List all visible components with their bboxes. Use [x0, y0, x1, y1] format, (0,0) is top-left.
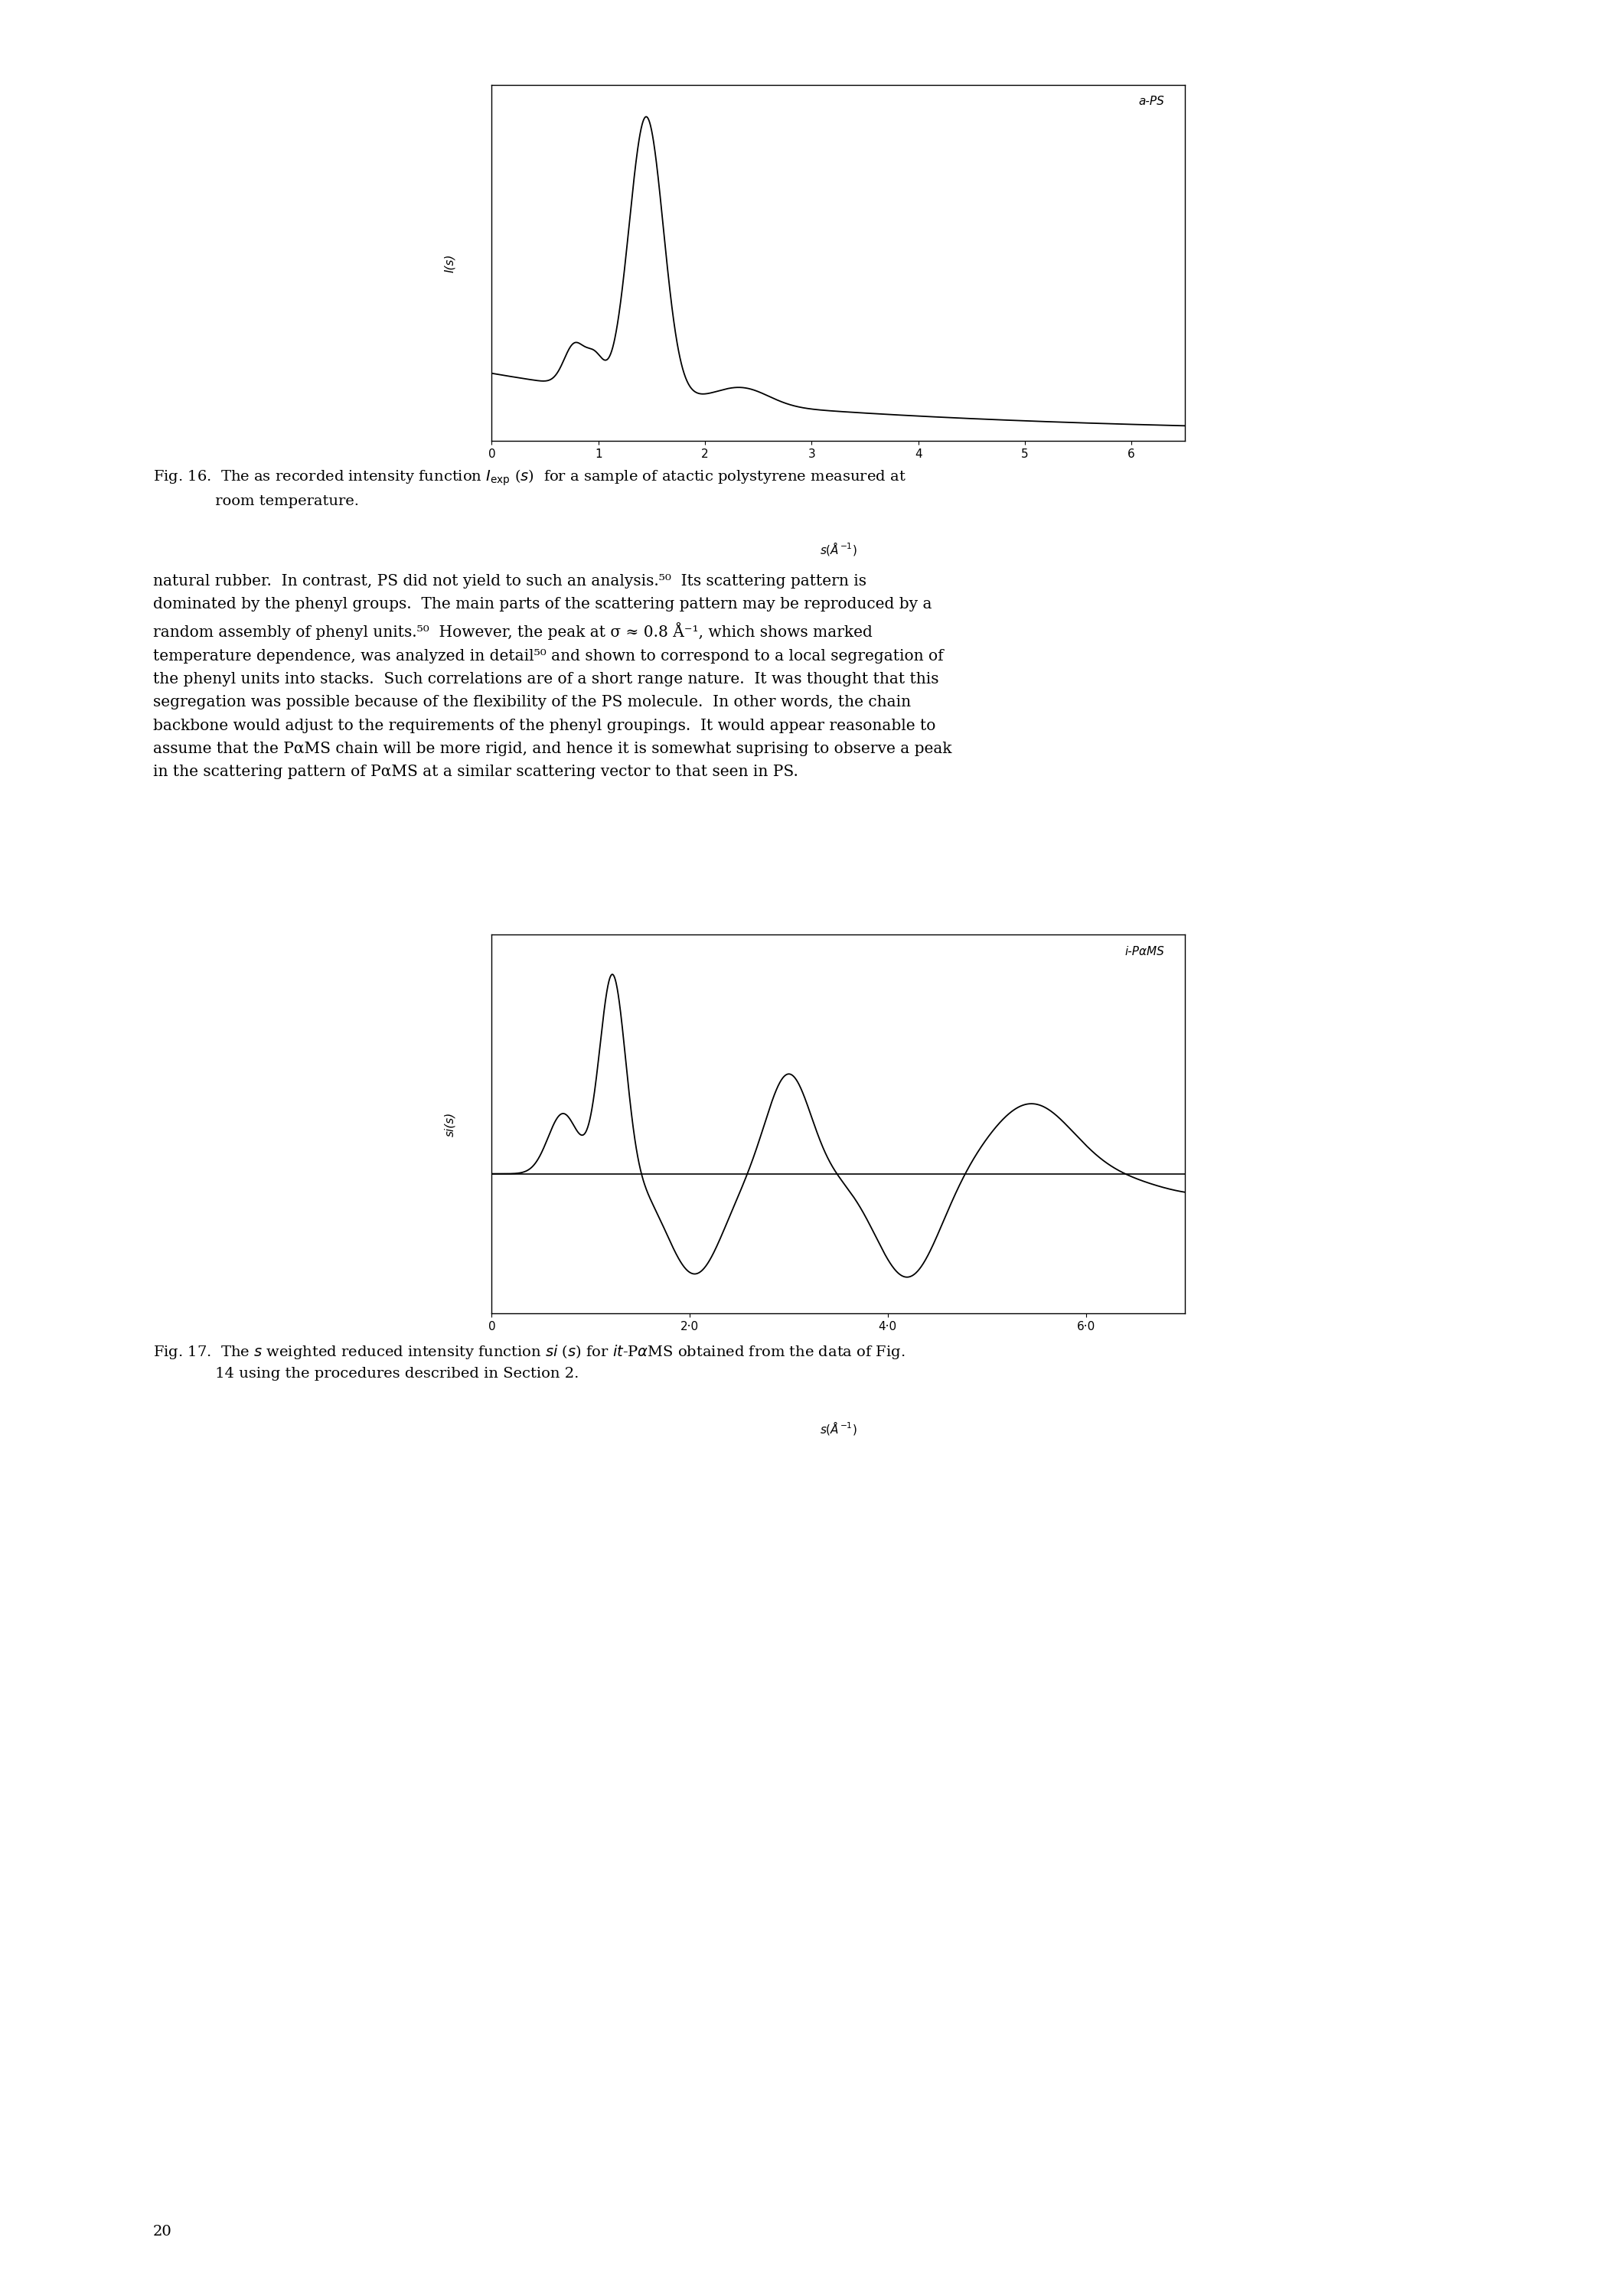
Text: Fig. 16.  The as recorded intensity function $\mathit{I}_\mathrm{exp}$ ($\mathit: Fig. 16. The as recorded intensity funct… — [153, 468, 906, 507]
Text: Fig. 17.  The $\mathit{s}$ weighted reduced intensity function $\mathit{si}$ ($\: Fig. 17. The $\mathit{s}$ weighted reduc… — [153, 1343, 906, 1380]
Text: $s(\AA^{-1})$: $s(\AA^{-1})$ — [819, 1419, 858, 1437]
Text: i-PαMS: i-PαMS — [1125, 946, 1164, 957]
Text: a-PS: a-PS — [1138, 96, 1164, 108]
Text: 20: 20 — [153, 2225, 172, 2239]
Text: si(s): si(s) — [445, 1111, 456, 1137]
Text: natural rubber.  In contrast, PS did not yield to such an analysis.⁵⁰  Its scatt: natural rubber. In contrast, PS did not … — [153, 574, 951, 778]
Text: I(s): I(s) — [445, 253, 456, 273]
Text: $s(\AA^{-1})$: $s(\AA^{-1})$ — [819, 540, 858, 558]
